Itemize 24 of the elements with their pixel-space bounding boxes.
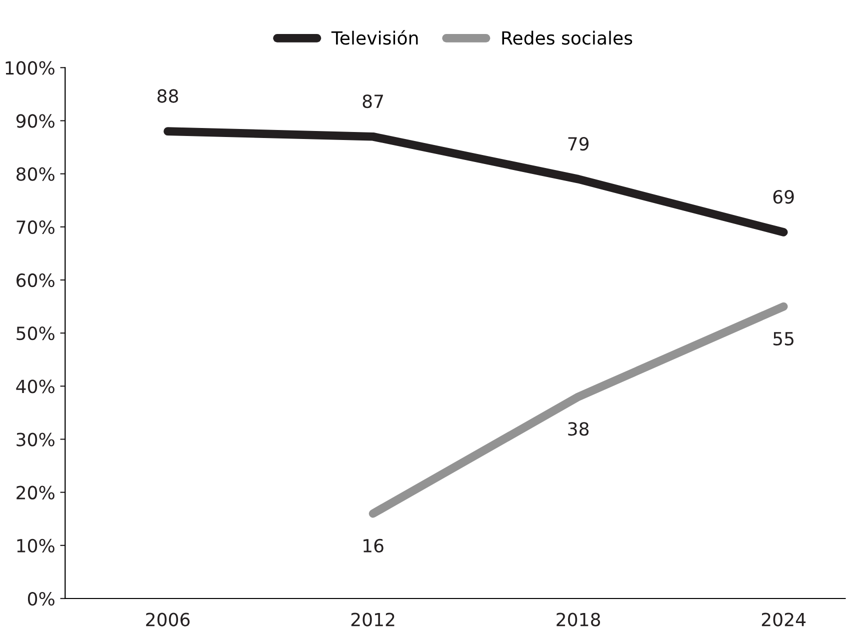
x-tick-label: 2006 [146,612,190,626]
y-tick-label: 80% [16,167,54,181]
y-tick-label: 10% [17,538,54,553]
y-tick-label: 100% [6,61,54,75]
y-tick-label: 0% [28,592,54,606]
y-tick-label: 40% [16,380,54,394]
data-label: 79 [568,136,589,151]
data-label: 69 [773,190,794,204]
data-label: 16 [364,538,384,553]
y-tick-label: 20% [16,486,54,500]
y-tick-label: 30% [16,432,54,446]
x-tick-label: 2024 [762,612,806,626]
data-label: 55 [773,332,794,346]
data-label: 38 [568,422,589,436]
y-tick-label: 90% [16,114,54,128]
data-label: 87 [362,94,383,108]
y-tick-label: 70% [16,220,54,234]
x-tick-label: 2012 [351,612,394,626]
legend-label: Redes sociales [502,30,632,45]
x-tick-label: 2018 [556,612,600,626]
y-tick-label: 50% [16,326,54,340]
legend-label: Televisión [331,30,418,45]
y-tick-label: 60% [16,273,54,288]
data-label: 88 [158,89,178,103]
